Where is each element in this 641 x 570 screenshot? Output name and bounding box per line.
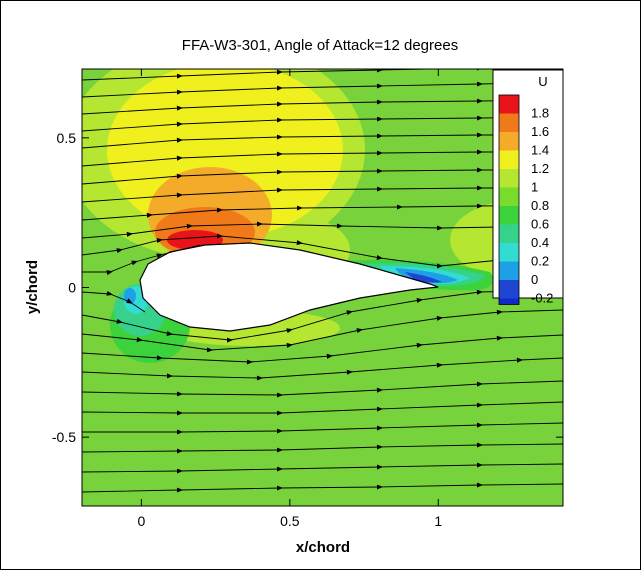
streamline <box>82 203 563 221</box>
y-axis-title: y/chord <box>24 260 41 314</box>
x-tick-label: 0.5 <box>280 513 300 529</box>
legend-swatch <box>499 169 519 188</box>
legend-label: 0.2 <box>531 254 549 269</box>
y-tick-label: 0 <box>68 280 76 296</box>
legend-label: 0.6 <box>531 217 549 232</box>
legend-label: 0.8 <box>531 198 549 213</box>
chart-title: FFA-W3-301, Angle of Attack=12 degrees <box>182 37 458 54</box>
streamline <box>82 334 563 365</box>
legend-label: 1 <box>531 180 538 195</box>
legend-label: 0 <box>531 272 538 287</box>
legend-swatch <box>499 206 519 225</box>
legend-swatch <box>499 113 519 132</box>
streamline <box>82 69 484 81</box>
legend-swatch <box>499 132 519 151</box>
y-tick-label: -0.5 <box>52 429 76 445</box>
streamline <box>82 380 563 398</box>
legend-title: U <box>538 74 547 89</box>
streamline <box>82 357 563 381</box>
streamline <box>82 442 563 454</box>
x-tick-label: 1 <box>434 513 442 529</box>
legend-swatch <box>499 280 519 299</box>
x-axis-title: x/chord <box>296 539 350 556</box>
streamline <box>82 244 201 276</box>
legend-swatch <box>499 261 519 280</box>
x-tick-label: 0 <box>137 513 145 529</box>
wake-0 <box>395 268 458 284</box>
legend-swatch <box>499 95 519 114</box>
streamline <box>82 422 563 435</box>
legend-label: 1.4 <box>531 143 549 158</box>
legend-swatch <box>499 187 519 206</box>
streamline <box>82 401 563 416</box>
legend-label: 0.4 <box>531 235 549 250</box>
legend-swatch <box>499 243 519 262</box>
streamline <box>82 462 563 474</box>
legend-swatch <box>499 150 519 169</box>
legend: U 1.8 1.6 1.4 1.2 1 0.8 0.6 0.4 0.2 0 -0.2 <box>492 69 564 306</box>
axis-ticks: 0 0.5 1 0.5 0 -0.5 <box>52 69 563 529</box>
legend-swatch <box>499 224 519 243</box>
y-tick-label: 0.5 <box>57 130 77 146</box>
legend-label: 1.8 <box>531 106 549 121</box>
legend-colorbar-border <box>498 94 520 305</box>
legend-label: 1.6 <box>531 124 549 139</box>
streamline <box>82 482 563 493</box>
legend-label: 1.2 <box>531 161 549 176</box>
legend-label: -0.2 <box>531 291 553 306</box>
streamline <box>82 233 563 269</box>
legend-swatch <box>499 298 519 305</box>
wake-minus-0p2 <box>405 272 442 283</box>
